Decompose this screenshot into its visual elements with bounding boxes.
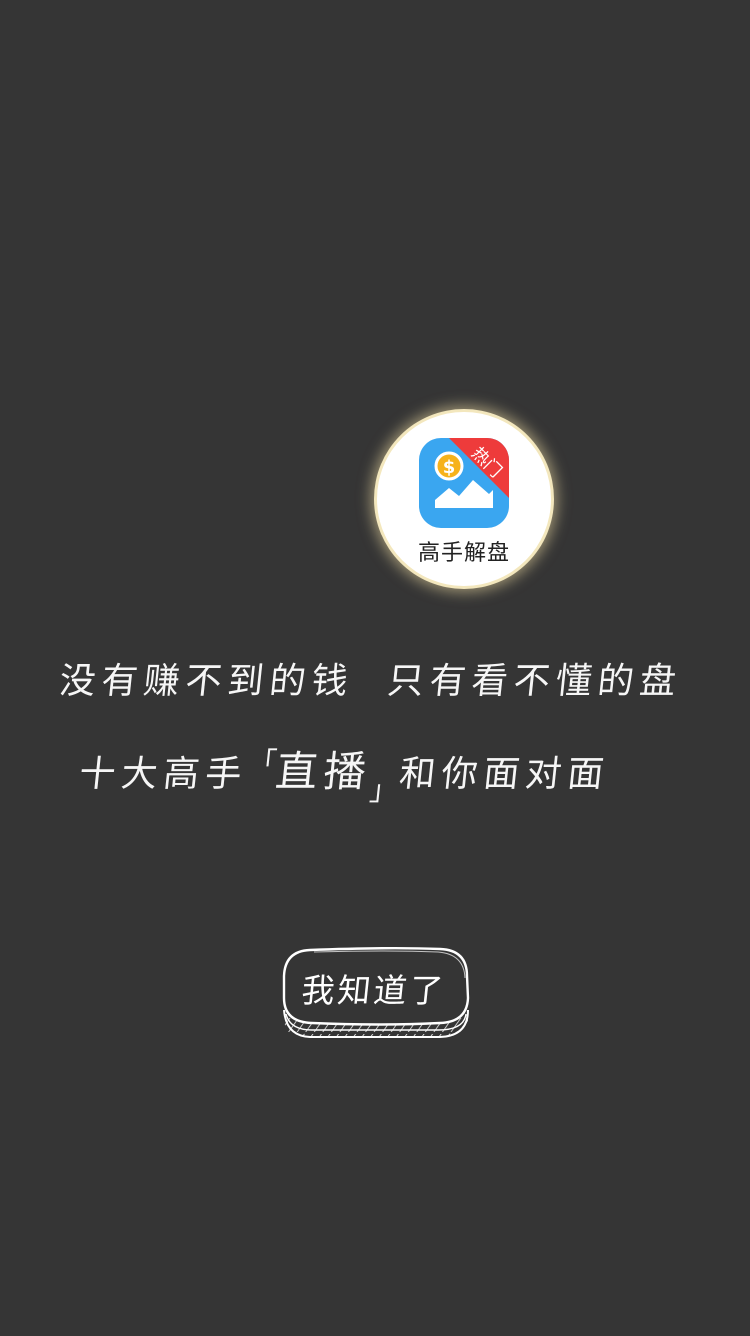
slogan-part-2: 只有看不懂的盘: [385, 661, 684, 702]
open-bracket: 「: [246, 746, 279, 779]
close-bracket: 」: [368, 774, 400, 807]
highlighted-app[interactable]: 热门 $ 高手解盘: [377, 412, 551, 586]
slogan-highlight: 直播: [273, 747, 375, 796]
got-it-button[interactable]: 我知道了: [280, 946, 472, 1042]
slogan-prefix: 十大高手: [77, 754, 250, 795]
button-sketch-frame: [282, 947, 470, 1038]
guide-slogan-line-2: 十大高手「直播」和你面对面: [77, 738, 613, 807]
slogan-part-1: 没有赚不到的钱: [57, 661, 356, 702]
dollar-chart-icon: 热门 $: [419, 438, 509, 528]
got-it-label: 我知道了: [299, 971, 448, 1010]
guide-slogan-line-1: 没有赚不到的钱 只有看不懂的盘: [57, 652, 722, 704]
app-name: 高手解盘: [417, 541, 510, 566]
svg-text:$: $: [443, 457, 456, 478]
slogan-suffix: 和你面对面: [397, 754, 612, 795]
